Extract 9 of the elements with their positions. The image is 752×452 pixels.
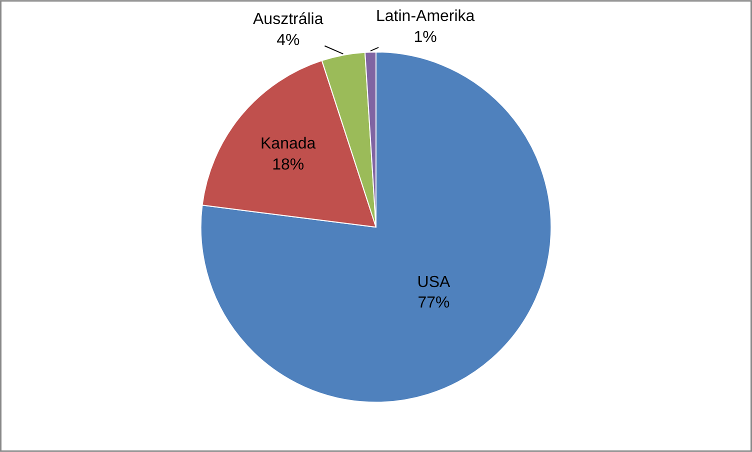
slice-label: Ausztrália bbox=[253, 11, 324, 28]
slice-label: USA bbox=[417, 274, 451, 291]
slice-label: Kanada bbox=[260, 136, 316, 153]
pie-slice bbox=[200, 51, 552, 403]
data-label: 4% bbox=[276, 32, 300, 49]
data-label: 1% bbox=[414, 28, 437, 46]
data-label: 18% bbox=[272, 156, 304, 174]
slice-label: Latin-Amerika bbox=[376, 8, 475, 25]
data-label: 77% bbox=[418, 294, 450, 312]
